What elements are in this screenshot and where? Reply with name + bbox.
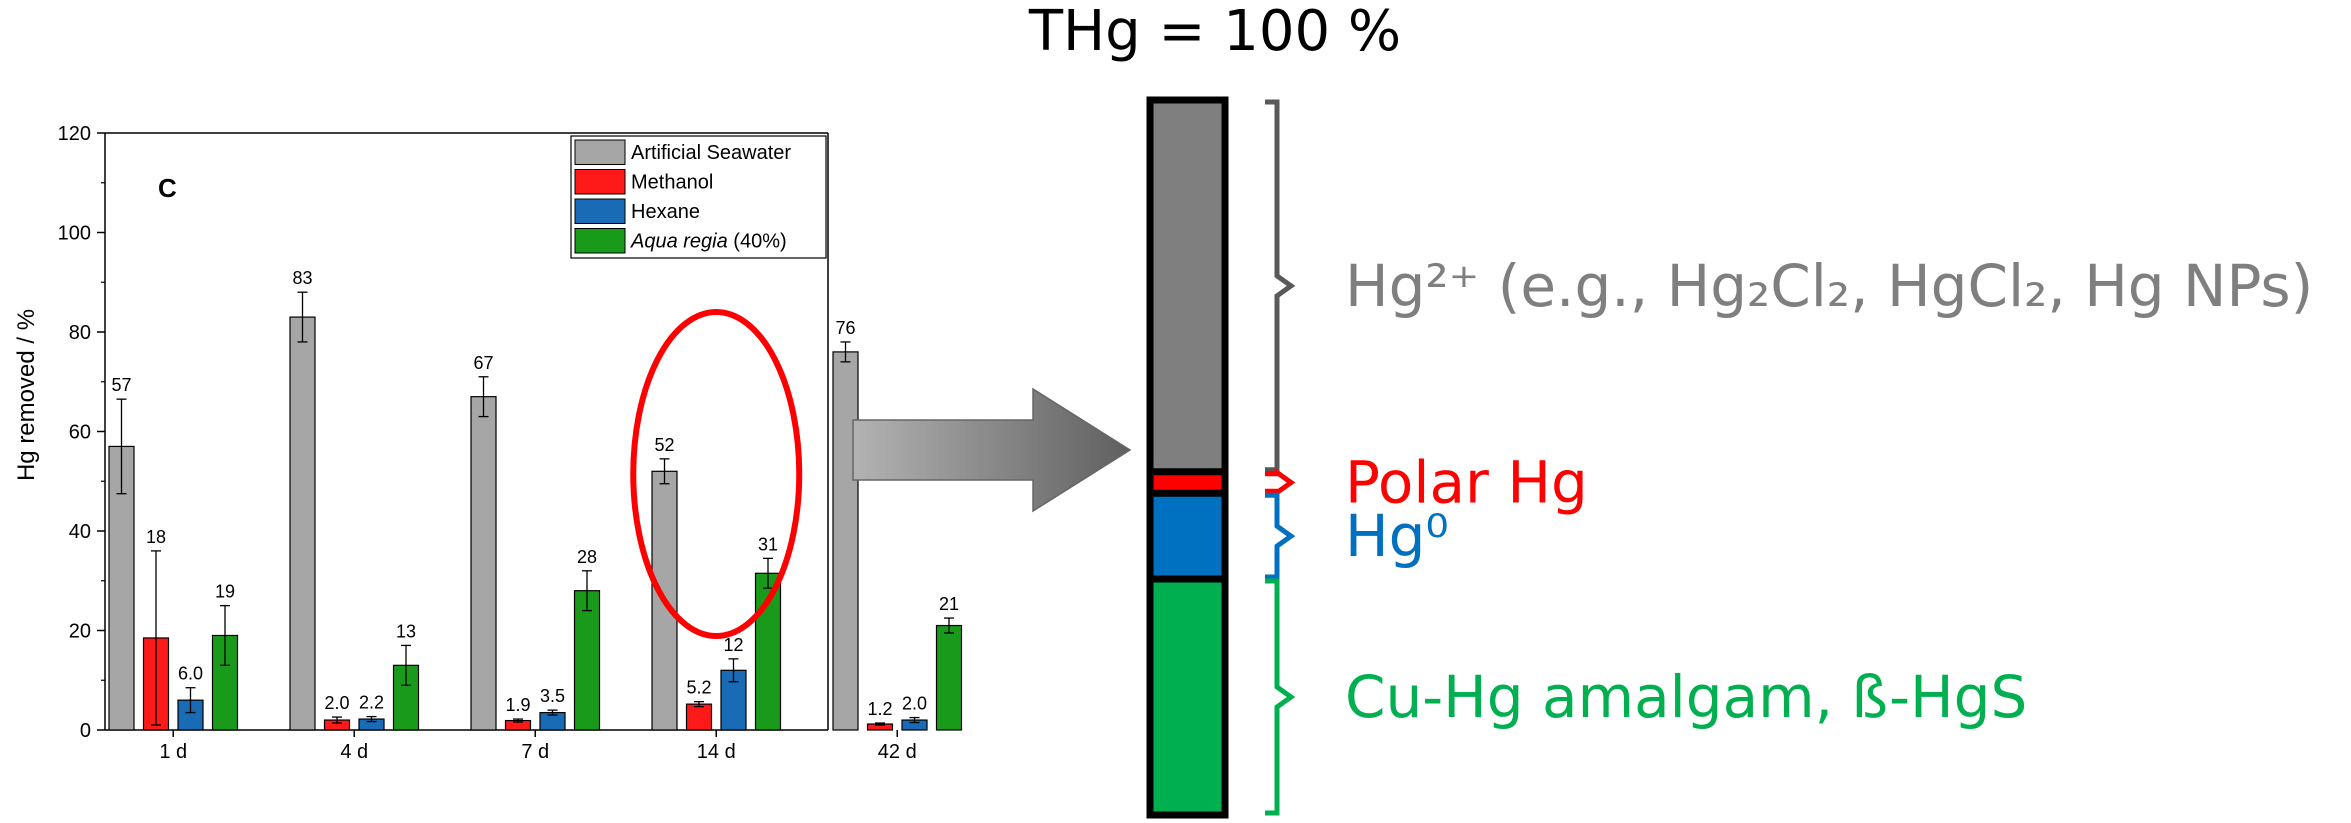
stacked-bar [1146,96,1229,819]
bracket-hg2plus [1265,99,1296,473]
data-label: 19 [215,582,235,602]
x-tick-label: 4 d [340,741,368,763]
data-label: 67 [473,353,493,373]
bracket-polar [1265,467,1296,498]
data-label: 57 [111,375,131,395]
data-label: 2.0 [902,694,927,714]
data-label: 5.2 [686,678,711,698]
data-label: 12 [723,635,743,655]
bar [832,351,859,731]
y-tick-label: 100 [58,223,91,245]
bar-chart: 0 20 40 60 80 100 120 1 d 4 d 7 d 14 d 42 d 57 18 6.… [13,123,963,763]
stack-outline [1146,96,1229,819]
right-arrow-icon [852,387,1132,513]
data-label: 2.0 [324,693,349,713]
legend-swatch [574,198,626,224]
stack-labels: Hg²⁺ (e.g., Hg₂Cl₂, HgCl₂, Hg NPs) Polar … [1265,99,2313,816]
highlight-ellipse [630,309,803,639]
stack-label-hg2plus: Hg²⁺ (e.g., Hg₂Cl₂, HgCl₂, Hg NPs) [1345,252,2313,320]
data-label: 1.2 [867,699,892,719]
data-label: 83 [292,268,312,288]
stack-segment-hg2plus [1150,100,1225,472]
stack-label-polar: Polar Hg [1345,449,1588,517]
legend-label: Aqua regia (40%) [630,231,787,253]
stack-segment-hg0 [1150,493,1225,580]
data-label: 28 [577,547,597,567]
y-tick-label: 20 [69,621,91,643]
legend-swatch [574,169,626,195]
y-axis: 0 20 40 60 80 100 120 [58,123,829,742]
y-tick-label: 80 [69,322,91,344]
x-tick-label: 1 d [159,741,187,763]
data-label: 1.9 [505,695,530,715]
legend-label: Methanol [631,172,713,194]
data-label: 31 [758,534,778,554]
stack-segment-amalgam [1150,579,1225,815]
y-axis-label: Hg removed / % [13,309,40,481]
bar [470,396,497,731]
stack-segment-polar [1150,471,1225,494]
bracket-hg0 [1265,492,1296,580]
stack-label-amalgam: Cu-Hg amalgam, ß-HgS [1345,663,2027,731]
data-label: 76 [835,318,855,338]
y-tick-label: 120 [58,123,91,145]
bar [935,624,963,731]
bars-group: 57 18 6.0 19 83 2.0 2.2 13 67 1.9 3.5 28 52 5.2 12 31 76… [108,268,963,731]
bracket-amalgam [1265,578,1296,816]
bar [685,703,713,731]
panel-label: C [158,173,177,203]
x-axis: 1 d 4 d 7 d 14 d 42 d [105,729,917,763]
legend: Artificial Seawater Methanol Hexane Aqua re… [570,135,827,259]
legend-swatch [574,139,626,165]
y-tick-label: 60 [69,422,91,444]
data-label: 2.2 [359,693,384,713]
legend-label: Hexane [631,201,700,223]
x-tick-label: 7 d [521,741,549,763]
data-label: 3.5 [540,686,565,706]
legend-swatch [574,228,626,254]
x-tick-label: 42 d [878,741,917,763]
y-tick-label: 40 [69,521,91,543]
x-tick-label: 14 d [697,741,736,763]
data-label: 13 [396,621,416,641]
data-label: 52 [654,435,674,455]
bar [573,590,601,731]
legend-label: Artificial Seawater [631,142,791,164]
data-label: 6.0 [178,664,203,684]
y-tick-label: 0 [80,720,91,742]
stack-title: THg = 100 % [1028,0,1401,64]
stack-label-hg0: Hg⁰ [1345,502,1449,570]
bar [289,316,316,731]
data-label: 18 [146,527,166,547]
data-label: 21 [939,594,959,614]
